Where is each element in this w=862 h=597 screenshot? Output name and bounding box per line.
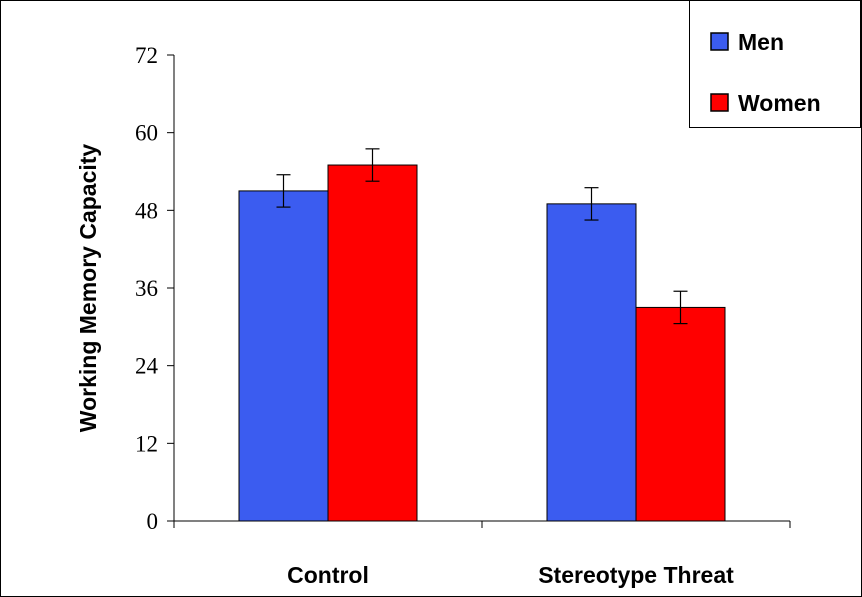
y-axis-title: Working Memory Capacity [75,144,101,433]
bar-men-control [238,190,329,522]
error-bars [276,148,688,325]
bar-men-stereotype-threat [546,203,637,522]
bar-women-control [327,164,418,522]
legend-label-women: Women [738,90,821,116]
bar-women-stereotype-threat [635,306,726,522]
bars [238,164,726,522]
y-tick-label: 48 [135,198,158,223]
y-tick-label: 60 [135,121,158,146]
y-tick-label: 12 [135,431,158,456]
x-category-label: Control [287,562,369,588]
legend-label-men: Men [738,29,784,55]
category-labels: Control Stereotype Threat [287,562,734,588]
x-category-label: Stereotype Threat [538,562,734,588]
y-tick-label: 24 [135,354,159,379]
y-tick-label: 72 [135,43,158,68]
legend-swatch-women [710,93,729,112]
legend: Men Women [689,0,861,128]
y-tick-label: 0 [147,509,159,534]
legend-swatch-men [710,32,729,51]
y-axis: 0 12 24 36 48 60 72 [135,43,175,534]
y-tick-label: 36 [135,276,158,301]
